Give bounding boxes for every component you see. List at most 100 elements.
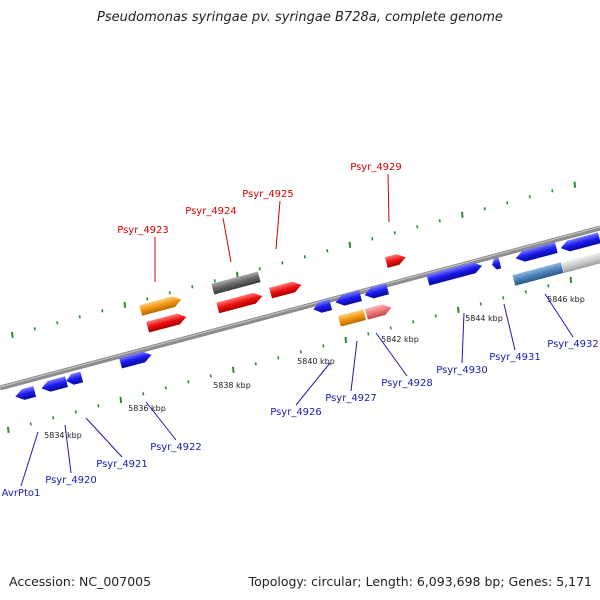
gene-label-top: Psyr_4929 bbox=[350, 162, 402, 173]
scale-tick bbox=[213, 279, 216, 283]
gene-arrow bbox=[41, 376, 68, 392]
upper-tick-ring bbox=[11, 181, 577, 338]
leader-line-bottom bbox=[461, 312, 465, 364]
kbp-label: 5844 kbp bbox=[465, 314, 503, 323]
backbone-highlight bbox=[0, 226, 600, 388]
leader-line-bottom bbox=[20, 431, 39, 487]
gene-arrow bbox=[216, 292, 263, 314]
leader-line-top bbox=[222, 217, 232, 263]
scale-tick bbox=[393, 231, 396, 235]
kbp-label: 5836 kbp bbox=[128, 404, 166, 413]
scale-tick bbox=[33, 327, 36, 331]
scale-tick bbox=[281, 261, 284, 265]
scale-tick bbox=[461, 211, 464, 218]
scale-tick bbox=[56, 321, 59, 325]
leader-line-bottom bbox=[145, 401, 177, 441]
leader-line-top bbox=[387, 173, 390, 223]
gene-arrow bbox=[364, 283, 390, 299]
genome-backbone bbox=[0, 225, 600, 391]
scale-tick bbox=[389, 326, 392, 330]
gene-arrow bbox=[146, 313, 187, 333]
scale-tick bbox=[29, 422, 32, 426]
scale-tick bbox=[573, 181, 577, 188]
scale-tick bbox=[187, 380, 190, 384]
genome-summary-text: Topology: circular; Length: 6,093,698 bp… bbox=[248, 574, 592, 589]
leader-line-bottom bbox=[544, 293, 574, 338]
scale-tick bbox=[551, 189, 554, 193]
kbp-label: 5840 kbp bbox=[297, 357, 335, 366]
scale-tick bbox=[547, 284, 550, 288]
scale-tick bbox=[191, 285, 194, 289]
gene-arrow bbox=[338, 309, 366, 327]
scale-tick bbox=[326, 249, 329, 253]
label-leader-lines bbox=[20, 173, 574, 487]
gene-arrow bbox=[119, 351, 152, 369]
gene-arrow bbox=[211, 271, 261, 295]
gene-label-bottom: Psyr_4926 bbox=[270, 407, 322, 418]
scale-tick bbox=[277, 356, 280, 360]
scale-tick bbox=[371, 237, 374, 241]
scale-tick bbox=[254, 362, 257, 366]
gene-arrow bbox=[512, 262, 564, 286]
leader-line-bottom bbox=[375, 332, 408, 377]
scale-tick bbox=[506, 201, 509, 205]
gene-arrow bbox=[492, 257, 502, 270]
gene-label-top: Psyr_4925 bbox=[242, 189, 294, 200]
gene-label-bottom: AvrPto1 bbox=[2, 488, 41, 499]
gene-label-bottom: Psyr_4930 bbox=[436, 365, 488, 376]
leader-line-bottom bbox=[85, 417, 123, 458]
lower-tick-ring bbox=[7, 276, 573, 433]
scale-tick bbox=[303, 255, 306, 259]
scale-tick bbox=[78, 315, 81, 319]
scale-tick bbox=[97, 404, 100, 408]
gene-arrow bbox=[15, 386, 37, 400]
scale-tick bbox=[209, 374, 212, 378]
scale-tick bbox=[434, 314, 437, 318]
scale-tick bbox=[146, 297, 149, 301]
gene-labels: Psyr_4923 Psyr_4924 Psyr_4925 Psyr_4929 AvrP… bbox=[2, 162, 599, 499]
gene-features bbox=[15, 232, 600, 400]
gene-label-bottom: Psyr_4921 bbox=[96, 459, 148, 470]
scale-tick bbox=[142, 392, 145, 396]
scale-tick bbox=[524, 290, 527, 294]
kbp-label: 5846 kbp bbox=[547, 295, 585, 304]
scale-tick bbox=[258, 267, 261, 271]
gene-label-top: Psyr_4923 bbox=[117, 225, 169, 236]
gene-arrow bbox=[561, 251, 600, 273]
gene-arrow bbox=[269, 281, 302, 299]
gene-arrow bbox=[384, 254, 406, 268]
scale-tick bbox=[168, 291, 171, 295]
scale-tick bbox=[416, 225, 419, 229]
gene-arrow bbox=[335, 290, 362, 306]
gene-label-bottom: Psyr_4927 bbox=[325, 393, 377, 404]
gene-arrow bbox=[66, 371, 84, 385]
scale-tick bbox=[348, 241, 352, 248]
gene-label-top: Psyr_4924 bbox=[185, 206, 237, 217]
gene-arrow bbox=[426, 262, 483, 286]
gene-label-bottom: Psyr_4928 bbox=[381, 378, 433, 389]
kbp-scale-labels: 5834 kbp 5836 kbp 5838 kbp 5840 kbp 5842 kbp… bbox=[44, 295, 585, 440]
gene-label-bottom: Psyr_4922 bbox=[150, 442, 202, 453]
gene-arrow bbox=[139, 296, 182, 316]
scale-tick bbox=[528, 195, 531, 199]
gene-arrow bbox=[515, 242, 558, 262]
scale-tick bbox=[236, 271, 239, 278]
scale-tick bbox=[412, 320, 415, 324]
leader-line-bottom bbox=[64, 424, 72, 474]
scale-tick bbox=[11, 331, 14, 338]
accession-text: Accession: NC_007005 bbox=[9, 574, 152, 589]
map-title: Pseudomonas syringae pv. syringae B728a,… bbox=[97, 10, 503, 25]
scale-tick bbox=[7, 426, 10, 433]
gene-label-bottom: Psyr_4932 bbox=[547, 339, 599, 350]
leader-line-top bbox=[275, 200, 281, 250]
scale-tick bbox=[367, 332, 370, 336]
scale-tick bbox=[119, 396, 123, 403]
gene-arrow bbox=[560, 232, 600, 252]
scale-tick bbox=[74, 410, 77, 414]
leader-line-bottom bbox=[503, 303, 516, 351]
scale-tick bbox=[164, 386, 167, 390]
scale-tick bbox=[502, 296, 505, 300]
kbp-label: 5842 kbp bbox=[381, 335, 419, 344]
kbp-label: 5834 kbp bbox=[44, 431, 82, 440]
